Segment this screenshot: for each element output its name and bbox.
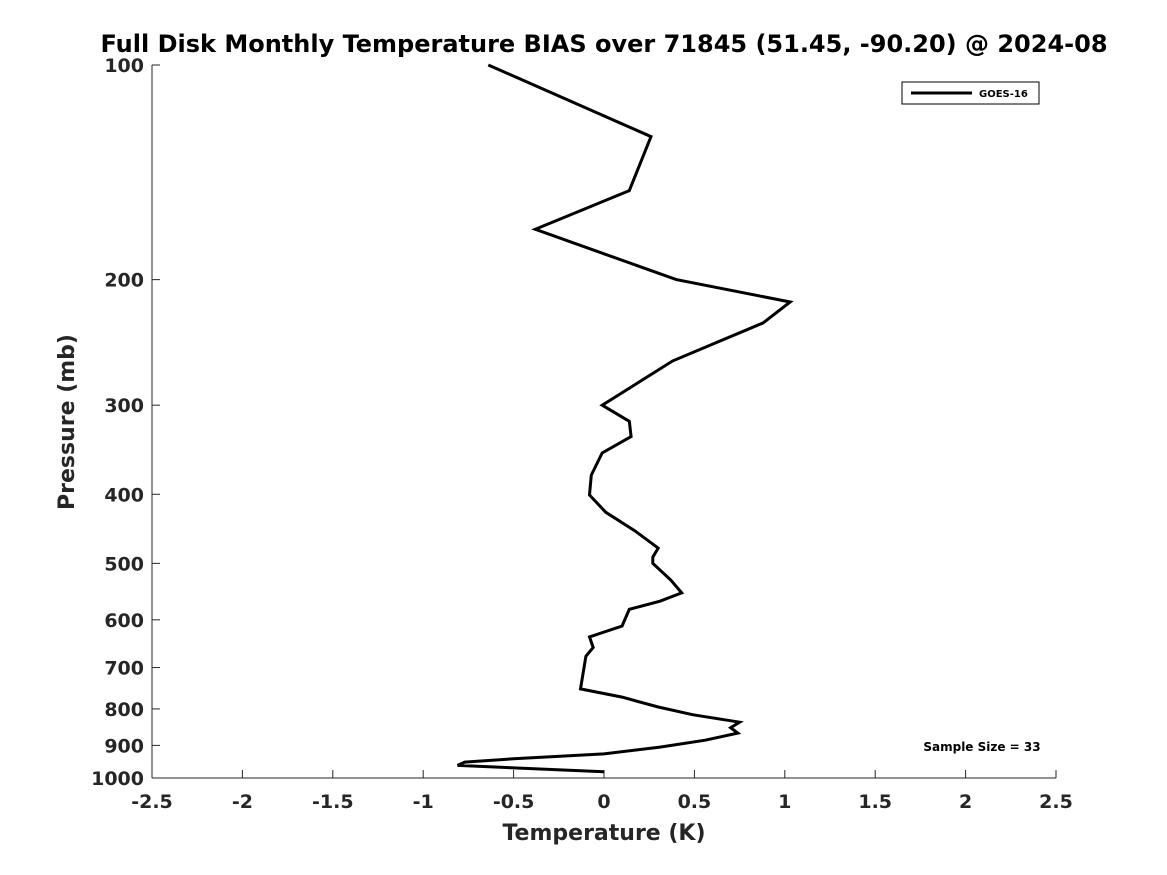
y-tick-label: 100 — [104, 55, 144, 77]
x-tick-label: 2 — [959, 791, 972, 813]
x-tick-label: 1 — [778, 791, 791, 813]
y-tick-label: 300 — [104, 395, 144, 417]
y-tick-label: 200 — [104, 270, 144, 292]
x-tick-label: -2.5 — [131, 791, 173, 813]
x-tick-label: 1.5 — [858, 791, 892, 813]
y-tick-label: 800 — [104, 699, 144, 721]
y-tick-label: 900 — [104, 735, 144, 757]
legend-entry-goes16: GOES-16 — [979, 89, 1028, 100]
x-tick-label: 0.5 — [678, 791, 712, 813]
y-tick-label: 400 — [104, 484, 144, 506]
x-tick-label: -1 — [413, 791, 434, 813]
x-axis-label: Temperature (K) — [502, 821, 705, 846]
x-axis-ticks: -2.5 -2 -1.5 -1 -0.5 0 0.5 1 1.5 2 2.5 — [131, 770, 1073, 813]
y-tick-label: 600 — [104, 610, 144, 632]
y-tick-label: 700 — [104, 658, 144, 680]
y-axis-label: Pressure (mb) — [55, 334, 80, 510]
chart-title: Full Disk Monthly Temperature BIAS over … — [100, 30, 1107, 58]
series-line-goes16 — [456, 63, 794, 774]
legend: GOES-16 — [901, 81, 1040, 105]
x-tick-label: -1.5 — [312, 791, 354, 813]
x-tick-label: -0.5 — [493, 791, 535, 813]
y-tick-label: 500 — [104, 553, 144, 575]
x-tick-label: 0 — [597, 791, 610, 813]
sample-size-annotation: Sample Size = 33 — [923, 740, 1040, 754]
y-axis-ticks: 100 200 300 400 500 600 700 800 900 1000 — [91, 55, 160, 790]
y-tick-label: 1000 — [91, 768, 144, 790]
x-tick-label: 2.5 — [1039, 791, 1073, 813]
x-tick-label: -2 — [232, 791, 253, 813]
